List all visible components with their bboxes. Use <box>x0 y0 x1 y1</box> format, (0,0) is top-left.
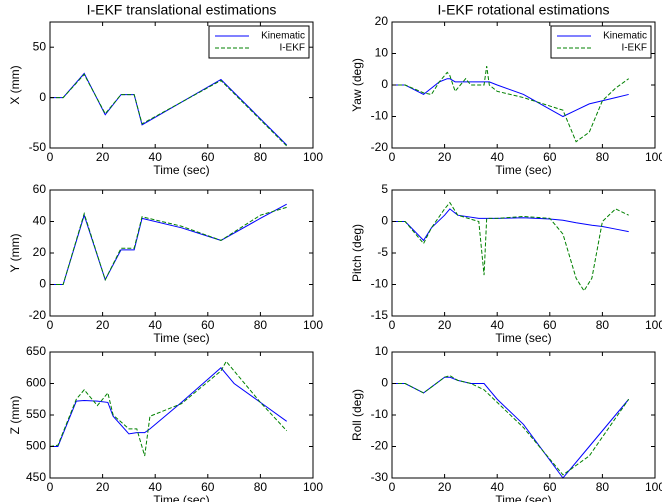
x-tick-label: 20 <box>96 480 110 494</box>
y-tick-label: 10 <box>375 46 389 60</box>
x-tick-label: 40 <box>491 480 505 494</box>
y-tick-label: -15 <box>371 308 389 322</box>
y-tick-label: 450 <box>26 470 46 484</box>
y-tick-label: -10 <box>371 277 389 291</box>
x-tick-label: 40 <box>149 480 163 494</box>
y-tick-label: -50 <box>29 140 47 154</box>
y-tick-label: -10 <box>371 407 389 421</box>
data-line <box>50 367 287 447</box>
x-tick-label: 80 <box>254 150 268 164</box>
y-tick-label: 550 <box>26 407 46 421</box>
y-axis-label: Pitch (deg) <box>350 224 364 282</box>
x-tick-label: 100 <box>303 150 323 164</box>
y-tick-label: -30 <box>371 470 389 484</box>
y-tick-label: 20 <box>375 14 389 28</box>
chart-title: I-EKF translational estimations <box>87 2 277 18</box>
y-tick-label: -20 <box>371 439 389 453</box>
x-axis-label: Time (sec) <box>153 331 209 345</box>
legend-label: I-EKF <box>621 43 647 54</box>
y-tick-label: 50 <box>33 39 47 53</box>
x-tick-label: 20 <box>438 150 452 164</box>
chart-title: I-EKF rotational estimations <box>438 2 610 18</box>
y-tick-label: 60 <box>33 182 47 196</box>
x-tick-label: 100 <box>645 318 662 332</box>
legend-label: I-EKF <box>279 43 305 54</box>
x-tick-label: 80 <box>254 318 268 332</box>
y-axis-label: Yaw (deg) <box>350 58 364 112</box>
y-tick-label: 0 <box>381 214 388 228</box>
x-tick-label: 20 <box>96 318 110 332</box>
y-tick-label: 10 <box>375 344 389 358</box>
y-axis-label: X (mm) <box>8 65 22 104</box>
x-tick-label: 60 <box>543 480 557 494</box>
x-tick-label: 40 <box>491 150 505 164</box>
plot-area <box>392 352 655 478</box>
x-tick-label: 40 <box>149 150 163 164</box>
x-tick-label: 80 <box>596 480 610 494</box>
y-axis-label: Z (mm) <box>8 396 22 435</box>
y-tick-label: 0 <box>39 277 46 291</box>
y-tick-label: -20 <box>29 308 47 322</box>
data-line <box>392 78 629 118</box>
legend-label: Kinematic <box>261 31 305 42</box>
plot-area <box>392 190 655 316</box>
x-tick-label: 60 <box>201 318 215 332</box>
y-tick-label: 0 <box>381 77 388 91</box>
y-axis-label: Y (mm) <box>8 233 22 272</box>
x-tick-label: 20 <box>96 150 110 164</box>
x-tick-label: 40 <box>491 318 505 332</box>
x-tick-label: 0 <box>389 480 396 494</box>
data-line <box>50 206 287 285</box>
x-axis-label: Time (sec) <box>495 493 551 502</box>
y-tick-label: 0 <box>39 90 46 104</box>
x-tick-label: 40 <box>149 318 163 332</box>
x-tick-label: 60 <box>201 150 215 164</box>
x-axis-label: Time (sec) <box>153 163 209 177</box>
x-axis-label: Time (sec) <box>495 163 551 177</box>
x-tick-label: 20 <box>438 480 452 494</box>
legend-box <box>208 25 310 59</box>
x-tick-label: 60 <box>543 318 557 332</box>
data-line <box>392 66 629 143</box>
x-tick-label: 0 <box>47 318 54 332</box>
x-tick-label: 100 <box>303 318 323 332</box>
x-tick-label: 0 <box>389 318 396 332</box>
y-tick-label: 0 <box>381 376 388 390</box>
x-tick-label: 0 <box>47 480 54 494</box>
y-axis-label: Roll (deg) <box>350 389 364 441</box>
x-tick-label: 60 <box>543 150 557 164</box>
y-tick-label: 40 <box>33 214 47 228</box>
y-tick-label: 20 <box>33 245 47 259</box>
x-tick-label: 80 <box>596 318 610 332</box>
y-tick-label: 600 <box>26 376 46 390</box>
y-tick-label: -5 <box>377 245 388 259</box>
x-tick-label: 0 <box>389 150 396 164</box>
data-line <box>392 201 629 292</box>
legend-box <box>550 25 652 59</box>
data-line <box>50 73 288 147</box>
y-tick-label: 650 <box>26 344 46 358</box>
y-tick-label: 5 <box>381 182 388 196</box>
x-tick-label: 60 <box>201 480 215 494</box>
y-tick-label: -10 <box>371 109 389 123</box>
x-tick-label: 80 <box>254 480 268 494</box>
x-tick-label: 20 <box>438 318 452 332</box>
x-tick-label: 0 <box>47 150 54 164</box>
x-tick-label: 80 <box>596 150 610 164</box>
plot-area <box>50 352 313 478</box>
y-tick-label: -20 <box>371 140 389 154</box>
legend-label: Kinematic <box>603 31 647 42</box>
x-tick-label: 100 <box>303 480 323 494</box>
axes-box <box>49 21 314 149</box>
y-tick-label: 500 <box>26 439 46 453</box>
data-line <box>49 360 288 457</box>
data-line <box>392 375 630 476</box>
x-tick-label: 100 <box>645 150 662 164</box>
x-axis-label: Time (sec) <box>495 331 551 345</box>
plot-area <box>50 190 313 316</box>
x-axis-label: Time (sec) <box>153 493 209 502</box>
x-tick-label: 100 <box>645 480 662 494</box>
